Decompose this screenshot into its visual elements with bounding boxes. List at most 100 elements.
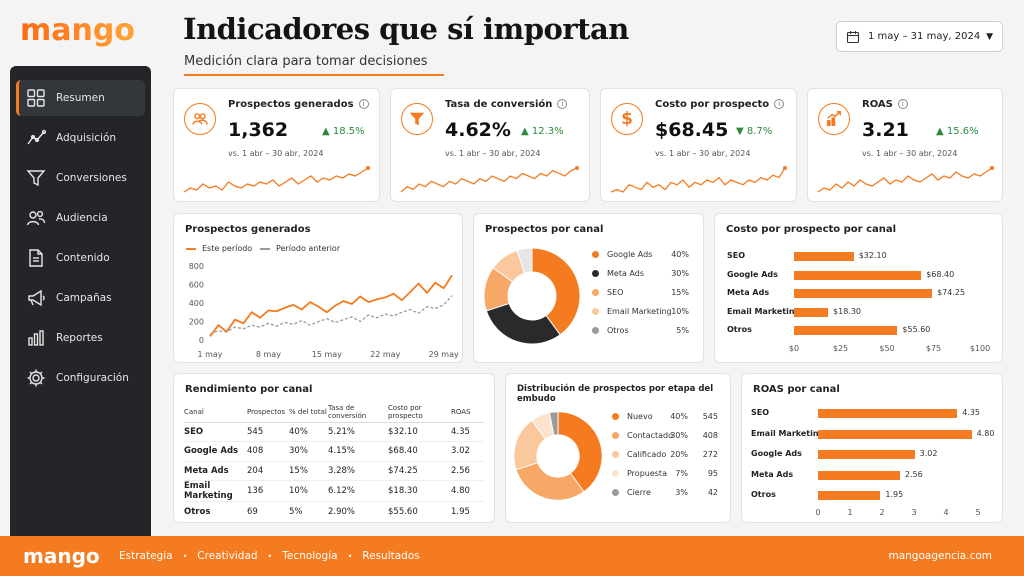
card-title: Rendimiento por canal: [185, 384, 313, 395]
card-title: Prospectos por canal: [485, 224, 604, 235]
sidebar-item-reportes[interactable]: Reportes: [16, 320, 145, 356]
legend-value: 30%: [671, 269, 689, 278]
table-cell: 1.95: [451, 506, 470, 517]
kpi-delta: ▲ 12.3%: [521, 126, 564, 137]
table-cell: 2.56: [451, 461, 484, 481]
donut-slice: [516, 247, 533, 274]
legend-label: Email Marketing: [607, 307, 672, 316]
sidebar-item-label: Adquisición: [56, 132, 117, 144]
table-cell: 204: [247, 461, 289, 481]
bar-category-label: SEO: [727, 251, 746, 260]
trend-icon: [27, 129, 46, 145]
legend-percent: 20%: [670, 450, 688, 459]
legend-dot: [592, 289, 599, 296]
legend-label: Propuesta: [627, 469, 667, 478]
sparkline-path: [610, 167, 786, 193]
footer-nav-item[interactable]: Estrategia: [119, 550, 173, 562]
funnel-donut-card: Distribución de prospectos por etapa del…: [505, 373, 731, 523]
sparkline: [183, 166, 370, 193]
bar-value-label: $68.40: [926, 269, 955, 279]
kpi-comparison: vs. 1 abr – 30 abr, 2024: [862, 149, 958, 158]
series-line: [209, 295, 453, 336]
leads-line-chart: 800 600 400 200 0 1 may 8 may 15 may 22 may 29 ma…: [189, 262, 459, 359]
sidebar-item-configuracion[interactable]: Configuración: [16, 360, 145, 396]
x-tick-label: $0: [788, 344, 800, 353]
info-icon[interactable]: i: [774, 99, 785, 109]
bar-category-label: Email Marketing: [727, 306, 801, 316]
sparkline-path: [817, 167, 993, 193]
footer-nav-item[interactable]: Creatividad: [197, 550, 258, 562]
table-row: SEO 545 40% 5.21% $32.10 4.35: [184, 422, 484, 442]
calendar-icon: [846, 30, 860, 43]
legend-label: Google Ads: [607, 250, 653, 259]
legend-value: 10%: [671, 307, 689, 316]
sidebar-item-conversiones[interactable]: Conversiones: [16, 160, 145, 196]
grid-icon: [27, 89, 45, 107]
bar-value-label: 4.80: [976, 428, 995, 438]
kpi-comparison: vs. 1 abr – 30 abr, 2024: [228, 149, 324, 158]
bar-value-label: 3.02: [919, 449, 938, 458]
x-tick-label: 1 may: [197, 350, 222, 359]
table-cell: 4.15%: [328, 441, 388, 462]
y-tick-label: 200: [189, 318, 204, 327]
sidebar-item-campanas[interactable]: Campañas: [16, 280, 145, 316]
kpi-label: Tasa de conversión i: [445, 99, 568, 110]
users-icon: [184, 103, 216, 135]
page-title: Indicadores que sí importan: [183, 12, 629, 46]
x-tick-label: $75: [925, 344, 942, 353]
sidebar-item-resumen[interactable]: Resumen: [16, 80, 145, 116]
table-cell: 4.35: [451, 422, 484, 442]
info-icon[interactable]: i: [557, 99, 568, 109]
table-header-cell: ROAS: [451, 402, 484, 423]
legend-item: Nuevo: [612, 412, 653, 421]
legend-label: Cierre: [627, 488, 651, 497]
kpi-card-conversion: Tasa de conversión i 4.62% ▲ 12.3% vs. 1 …: [390, 88, 590, 202]
date-range-picker[interactable]: 1 may – 31 may, 2024 ▼: [836, 21, 1003, 52]
bar-value-label: 4.35: [962, 408, 980, 417]
x-tick-label: $50: [879, 344, 895, 353]
subtitle-underline: [184, 74, 444, 76]
bar-value-label: 2.56: [904, 469, 923, 479]
cost-bars-card: Costo por prospecto por canal SEO $32.10 G…: [714, 213, 1003, 363]
kpi-comparison: vs. 1 abr – 30 abr, 2024: [655, 149, 751, 158]
bar-value-label: $18.30: [833, 306, 862, 316]
x-tick-label: 15 may: [312, 350, 342, 359]
info-icon[interactable]: i: [897, 99, 908, 109]
x-tick-label: 4: [943, 508, 949, 517]
sparkline-end-point: [783, 166, 787, 170]
performance-table-card: Rendimiento por canal Canal Prospectos% d…: [173, 373, 495, 523]
donut-slice: [485, 302, 561, 345]
info-icon[interactable]: i: [358, 99, 369, 109]
footer-url[interactable]: mangoagencia.com: [888, 550, 992, 562]
y-tick-label: 400: [189, 299, 204, 308]
bar: [818, 470, 900, 480]
sidebar-item-adquisicion[interactable]: Adquisición: [16, 120, 145, 156]
sidebar-item-audiencia[interactable]: Audiencia: [16, 200, 145, 236]
bar-category-label: Otros: [751, 490, 776, 499]
x-tick-label: $100: [969, 344, 991, 353]
table-cell: Meta Ads: [184, 461, 247, 481]
bar-category-label: Meta Ads: [727, 288, 770, 297]
footer-nav-item[interactable]: Resultados: [362, 550, 420, 562]
legend-count: 42: [707, 488, 718, 497]
x-tick-label: $25: [832, 344, 849, 353]
table-cell: 545: [247, 422, 289, 442]
table-header-cell: Tasa de conversión: [328, 402, 388, 423]
y-tick-label: 800: [189, 262, 204, 271]
bar-value-label: $32.10: [858, 251, 887, 260]
kpi-delta: ▲ 18.5%: [322, 126, 365, 137]
y-tick-label: 600: [189, 281, 204, 290]
sparkline-end-point: [575, 166, 579, 170]
footer-nav-item[interactable]: Tecnología: [282, 550, 338, 562]
logo-text: mango: [20, 13, 135, 48]
bar-category-label: SEO: [751, 408, 770, 417]
table-header-cell: Costo por prospecto: [388, 402, 451, 423]
footer-logo: mango: [23, 544, 100, 568]
bar-chart-icon: [28, 330, 44, 346]
donut-slice: [531, 247, 581, 336]
sidebar-item-contenido[interactable]: Contenido: [16, 240, 145, 276]
bar-category-label: Email Marketing: [751, 428, 825, 438]
arrow-down-icon: ▼: [736, 126, 747, 137]
legend-label: Calificado: [627, 450, 667, 459]
kpi-label: Costo por prospecto i: [655, 99, 785, 110]
